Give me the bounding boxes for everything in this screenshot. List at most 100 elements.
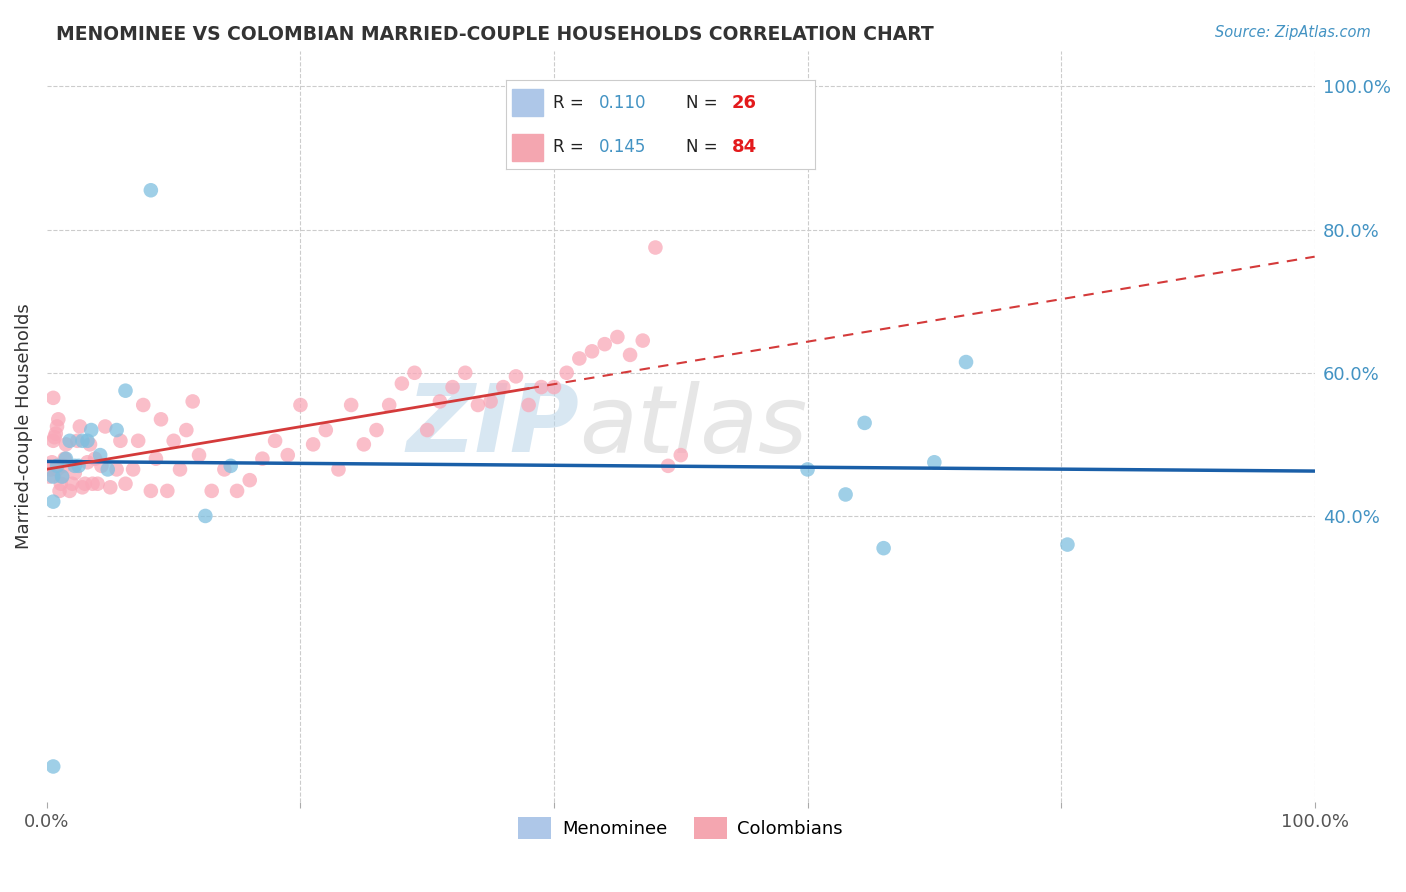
Point	[66, 434, 89, 448]
Bar	[512, 134, 543, 161]
Point	[110, 434, 132, 448]
Point	[72, 480, 94, 494]
Point	[353, 437, 375, 451]
Point	[543, 380, 565, 394]
Point	[51, 469, 73, 483]
Point	[44, 430, 66, 444]
Point	[581, 344, 603, 359]
Point	[188, 448, 211, 462]
Point	[67, 458, 90, 473]
Point	[46, 412, 69, 426]
Point	[46, 462, 69, 476]
Point	[277, 448, 299, 462]
Point	[378, 398, 401, 412]
Text: atlas: atlas	[579, 381, 807, 472]
Point	[606, 330, 628, 344]
Point	[181, 394, 204, 409]
Point	[517, 398, 540, 412]
Point	[366, 423, 388, 437]
Point	[492, 380, 515, 394]
Point	[201, 483, 224, 498]
Point	[264, 434, 287, 448]
Point	[302, 437, 325, 451]
Point	[631, 334, 654, 348]
Point	[853, 416, 876, 430]
Point	[328, 462, 350, 476]
Point	[194, 508, 217, 523]
Point	[45, 426, 67, 441]
Point	[872, 541, 894, 556]
Text: 26: 26	[733, 94, 756, 112]
Point	[150, 412, 173, 426]
Point	[391, 376, 413, 391]
Text: ZIP: ZIP	[406, 381, 579, 473]
Point	[454, 366, 477, 380]
Point	[42, 434, 65, 448]
Point	[1056, 538, 1078, 552]
Point	[114, 476, 136, 491]
Point	[97, 462, 120, 476]
Point	[94, 419, 117, 434]
Point	[63, 458, 86, 473]
Bar	[512, 89, 543, 116]
Point	[55, 437, 77, 451]
Point	[644, 240, 666, 254]
Text: N =: N =	[686, 138, 723, 156]
Point	[669, 448, 692, 462]
Legend: Menominee, Colombians: Menominee, Colombians	[512, 809, 851, 846]
Point	[163, 434, 186, 448]
Point	[416, 423, 439, 437]
Point	[51, 469, 73, 483]
Point	[42, 391, 65, 405]
Point	[46, 458, 69, 473]
Point	[76, 455, 98, 469]
Point	[139, 183, 162, 197]
Point	[441, 380, 464, 394]
Point	[796, 462, 818, 476]
Point	[315, 423, 337, 437]
Point	[98, 480, 121, 494]
Point	[79, 437, 101, 451]
Text: R =: R =	[553, 138, 589, 156]
Point	[619, 348, 641, 362]
Point	[105, 423, 128, 437]
Point	[46, 419, 69, 434]
Point	[505, 369, 527, 384]
Text: MENOMINEE VS COLOMBIAN MARRIED-COUPLE HOUSEHOLDS CORRELATION CHART: MENOMINEE VS COLOMBIAN MARRIED-COUPLE HO…	[56, 25, 934, 44]
Point	[42, 494, 65, 508]
Point	[48, 483, 70, 498]
Point	[55, 451, 77, 466]
Point	[84, 451, 107, 466]
Point	[42, 469, 65, 483]
Point	[340, 398, 363, 412]
Point	[42, 759, 65, 773]
Point	[924, 455, 946, 469]
Point	[63, 466, 86, 480]
Point	[214, 462, 236, 476]
Point	[114, 384, 136, 398]
Point	[39, 462, 62, 476]
Point	[156, 483, 179, 498]
Point	[176, 423, 198, 437]
Text: 84: 84	[733, 138, 756, 156]
Point	[139, 483, 162, 498]
Point	[90, 458, 112, 473]
Point	[429, 394, 451, 409]
Point	[226, 483, 249, 498]
Point	[72, 434, 94, 448]
Point	[86, 476, 108, 491]
Point	[82, 476, 104, 491]
Point	[568, 351, 591, 366]
Point	[73, 476, 96, 491]
Point	[89, 448, 111, 462]
Point	[132, 398, 155, 412]
Point	[69, 419, 91, 434]
Point	[467, 398, 489, 412]
Text: Source: ZipAtlas.com: Source: ZipAtlas.com	[1215, 25, 1371, 40]
Point	[955, 355, 977, 369]
Text: R =: R =	[553, 94, 589, 112]
Point	[41, 455, 63, 469]
Point	[169, 462, 191, 476]
Point	[59, 483, 82, 498]
Point	[53, 451, 76, 466]
